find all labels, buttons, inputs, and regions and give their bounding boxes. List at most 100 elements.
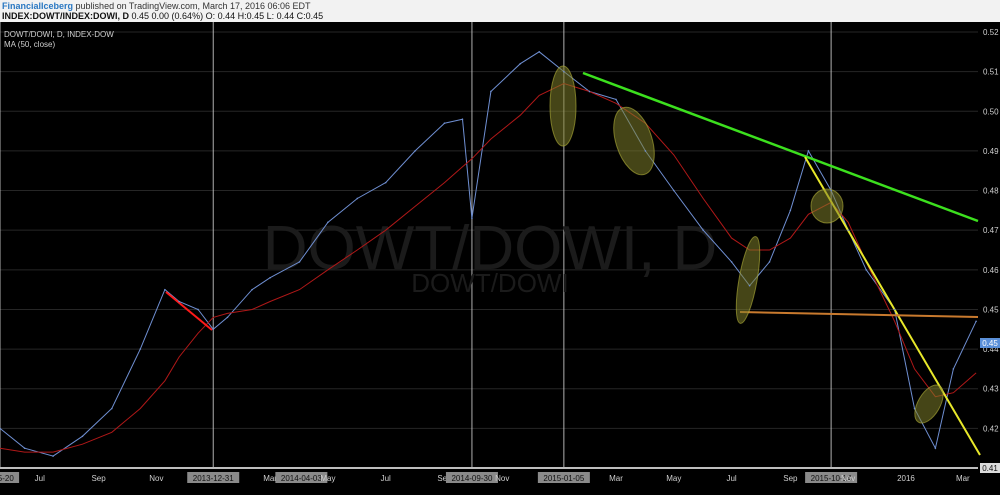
x-tick-label: Jul (381, 474, 391, 483)
y-tick-label: 0.49 (983, 147, 999, 156)
x-tick-label: 2015-01-05 (543, 474, 584, 483)
y-tick-label: 0.44 (983, 345, 999, 354)
x-tick-label: 2016 (897, 474, 915, 483)
price-point (830, 189, 832, 192)
y-tick-label: 0.47 (983, 226, 999, 235)
chart-header: FinancialIceberg published on TradingVie… (0, 0, 1000, 22)
price-point (251, 288, 253, 291)
price-point (702, 229, 704, 231)
x-tick-label: Nov (841, 474, 855, 483)
price-point (197, 308, 199, 311)
price-point (226, 316, 229, 319)
y-tick-label: 0.48 (983, 187, 999, 196)
price-points (0, 51, 977, 457)
x-tick-label: Sep (783, 474, 798, 483)
x-tick-label: Sep (91, 474, 106, 483)
price-point (212, 328, 215, 331)
x-tick-highlight (537, 472, 590, 483)
price-point (461, 118, 464, 120)
price-point (893, 308, 896, 311)
price-point (807, 150, 810, 152)
watermark-main: DOWT/DOWI, D (263, 214, 718, 283)
x-tick-label: Nov (495, 474, 509, 483)
price-point (934, 447, 937, 449)
highlight-ellipse-2[interactable] (606, 102, 662, 180)
price-point (164, 288, 166, 291)
y-tick-label: 0.45 (983, 305, 999, 314)
grid-lines (0, 22, 978, 469)
highlight-ellipse-5[interactable] (909, 380, 949, 427)
y-tick-label: 0.43 (983, 385, 999, 394)
price-chart[interactable]: DOWT/DOWI, D DOWT/DOWI 0.52 0.51 0.50 0.49 0… (0, 22, 1000, 495)
x-tick-label: Mar (609, 474, 623, 483)
highlight-ellipse-3[interactable] (731, 235, 764, 325)
price-point (588, 90, 591, 93)
price-point (414, 150, 416, 152)
price-point (615, 98, 617, 101)
last-price-marker: 0.45 (980, 338, 1000, 348)
price-point (327, 221, 329, 224)
orange-support-line[interactable] (739, 311, 979, 318)
legend-title: DOWT/DOWI, D, INDEX-DOW (4, 30, 114, 39)
last-price-value: 0.45 (982, 339, 998, 348)
price-point (384, 181, 387, 184)
y-tick-label: 0.51 (983, 68, 999, 77)
x-tick-highlight (445, 472, 498, 483)
price-point (563, 70, 565, 73)
price-point (847, 229, 849, 231)
price-point (139, 348, 142, 350)
price-point (178, 300, 180, 303)
y-tick-label: 0.46 (983, 266, 999, 275)
x-tick-highlight (187, 472, 240, 483)
baseline-marker: 0.41 (980, 463, 1000, 473)
x-tick-label: 2013-12-31 (193, 474, 234, 483)
price-point (865, 269, 867, 271)
x-tick-label: Jul (35, 474, 45, 483)
red-trend-segment[interactable] (165, 291, 213, 331)
x-tick-label: Jul (726, 474, 736, 483)
baseline-value: 0.41 (982, 464, 998, 473)
price-point (0, 427, 1, 430)
publish-info: published on TradingView.com, March 17, … (75, 1, 311, 11)
price-point (111, 407, 113, 410)
price-point (490, 90, 492, 93)
price-point (52, 455, 54, 457)
x-tick-label: Mar (956, 474, 970, 483)
x-tick-label: 2014-04-03 (281, 474, 322, 483)
price-point (269, 276, 271, 279)
price-point (538, 51, 541, 53)
publish-line: FinancialIceberg published on TradingVie… (2, 1, 311, 11)
y-tick-label: 0.42 (983, 424, 999, 433)
price-point (975, 320, 977, 323)
price-point (471, 217, 473, 220)
x-tick-highlight (805, 472, 858, 483)
x-axis: 3-05-20JulSepNov2013-12-31Mar2014-04-03M… (0, 472, 970, 483)
x-tick-label: May (320, 474, 335, 483)
price-point (81, 435, 84, 438)
price-point (644, 150, 647, 152)
price-point (519, 62, 522, 65)
green-trendline[interactable] (582, 71, 979, 223)
symbol-line: INDEX:DOWT/INDEX:DOWI, D 0.45 0.00 (0.64… (2, 11, 323, 21)
legend-indicator: MA (50, close) (4, 40, 55, 49)
price-point (356, 197, 359, 200)
author-name[interactable]: FinancialIceberg (2, 1, 74, 11)
x-tick-highlight (0, 472, 20, 483)
price-point (672, 189, 675, 192)
price-point (298, 261, 301, 263)
x-tick-highlight (275, 472, 328, 483)
price-point (768, 261, 771, 263)
x-tick-label: 2014-09-30 (451, 474, 492, 483)
x-tick-label: May (666, 474, 681, 483)
highlight-ellipse-1[interactable] (549, 65, 577, 147)
price-point (789, 209, 792, 212)
price-point (913, 407, 916, 410)
x-tick-label: Nov (149, 474, 163, 483)
x-tick-label: Mar (263, 474, 277, 483)
highlight-ellipse-4[interactable] (810, 188, 844, 224)
price-point (443, 122, 446, 124)
symbol-label: INDEX:DOWT/INDEX:DOWI, D (2, 11, 129, 21)
ohlc-values: 0.45 0.00 (0.64%) O: 0.44 H:0.45 L: 0.44… (131, 11, 324, 21)
price-point (748, 284, 751, 287)
y-tick-label: 0.50 (983, 107, 999, 116)
